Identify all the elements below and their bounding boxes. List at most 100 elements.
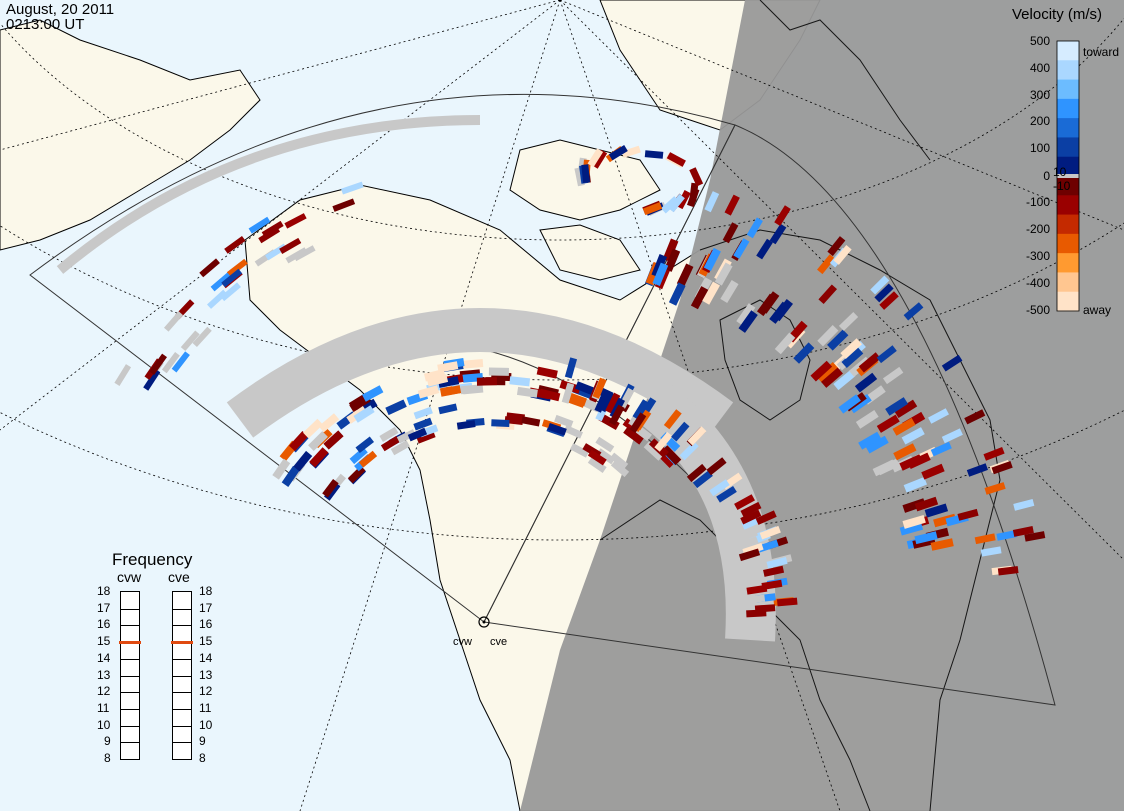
scatter-cell [687,426,707,446]
scatter-cell [679,441,699,461]
scatter-cell [874,283,894,303]
time-label: 0213:00 UT [6,16,85,33]
scatter-cell [353,405,375,423]
scatter-cell [488,367,509,376]
scatter-cell [248,216,271,234]
scatter-cell [654,431,673,452]
scatter-cell [924,503,949,518]
scatter-cell [668,282,686,306]
velocity-color-swatch [1057,176,1079,196]
scatter-cell [686,187,700,208]
scatter-cell [854,372,878,393]
scatter-cell [827,236,846,257]
frequency-gridline [121,658,139,660]
scatter-cell [379,426,399,443]
scatter-cell [598,413,620,431]
scatter-cell [858,431,882,450]
scatter-cell [476,377,498,386]
velocity-tick-label: 500 [1029,34,1050,48]
scatter-cell [984,482,1006,495]
scatter-cell [821,367,843,388]
scatter-cell [766,556,788,569]
cve-fov [483,124,1056,706]
scatter-cell [521,416,541,427]
velocity-color-swatch [1057,253,1079,273]
scatter-cell [332,198,356,212]
frequency-scale-label: 8 [199,751,206,765]
scatter-cell [763,565,785,577]
velocity-color-swatch [1057,195,1079,216]
scatter-cell [143,369,161,391]
frequency-gridline [121,708,139,710]
frequency-scale-label: 11 [97,700,110,715]
scatter-cell [724,194,740,216]
scatter-cell [964,409,986,425]
velocity-legend-title: Velocity (m/s) [1012,6,1103,23]
frequency-indicator [119,641,141,645]
scatter-cell [769,223,787,245]
scatter-cell [349,447,368,465]
scatter-cell [587,457,607,473]
scatter-cell [358,450,378,468]
frequency-scale-label: 16 [97,617,111,632]
scatter-cell [774,205,791,226]
scatter-cell [692,470,713,489]
scatter-cell [893,443,917,461]
scatter-cell [385,399,407,416]
scatter-cell [858,352,881,373]
scatter-cell [702,281,720,305]
frequency-scale-label: 13 [199,667,213,682]
scatter-cell [737,536,759,550]
scatter-cell [440,385,462,397]
scatter-cell [761,579,783,590]
frequency-scale-label: 10 [199,717,213,732]
scatter-cell [279,237,302,255]
scatter-cell [396,429,417,444]
velocity-tick-label: -500 [1025,303,1050,317]
frequency-gridline [121,675,139,677]
scatter-cell [574,381,597,396]
scatter-cell [413,406,433,420]
scatter-cell [664,248,681,272]
scatter-cell [980,546,1002,557]
scatter-cell [460,384,481,395]
velocity-tick-label: 0 [1043,169,1050,183]
frequency-gridline [173,692,191,694]
scatter-cell [865,435,889,454]
scatter-cell [361,385,384,402]
scatter-cell [293,450,313,472]
scatter-cell [756,238,773,260]
scatter-cell [417,385,440,399]
velocity-color-swatch [1057,60,1079,81]
scatter-cell [643,441,664,461]
velocity-color-swatch [1057,233,1079,254]
scatter-cell [876,414,900,433]
frequency-gridline [173,708,191,710]
scatter-cell [833,245,852,265]
scatter-cell [974,533,996,545]
scatter-cell [416,430,436,444]
scatter-cell [272,458,291,480]
scatter-cell [996,530,1018,541]
scatter-cell [740,501,762,518]
frequency-scale-label: 15 [199,634,213,649]
scatter-cell [161,351,180,374]
velocity-tick-label: -400 [1025,276,1050,290]
scatter-cell [957,508,979,521]
frequency-scale-label: 9 [104,734,111,749]
frequency-title: Frequency [112,550,193,569]
toward-label: toward [1083,45,1120,59]
velocity-color-swatch [1057,79,1079,100]
scatter-cell [759,291,780,314]
scatter-cell [818,284,838,305]
scatter-cell [720,279,739,303]
scatter-cell [892,417,916,436]
scatter-cell [623,426,645,445]
frequency-gridline [173,675,191,677]
scatter-cell [666,152,686,167]
scatter-cell [740,509,762,525]
scatter-cell [587,148,604,168]
